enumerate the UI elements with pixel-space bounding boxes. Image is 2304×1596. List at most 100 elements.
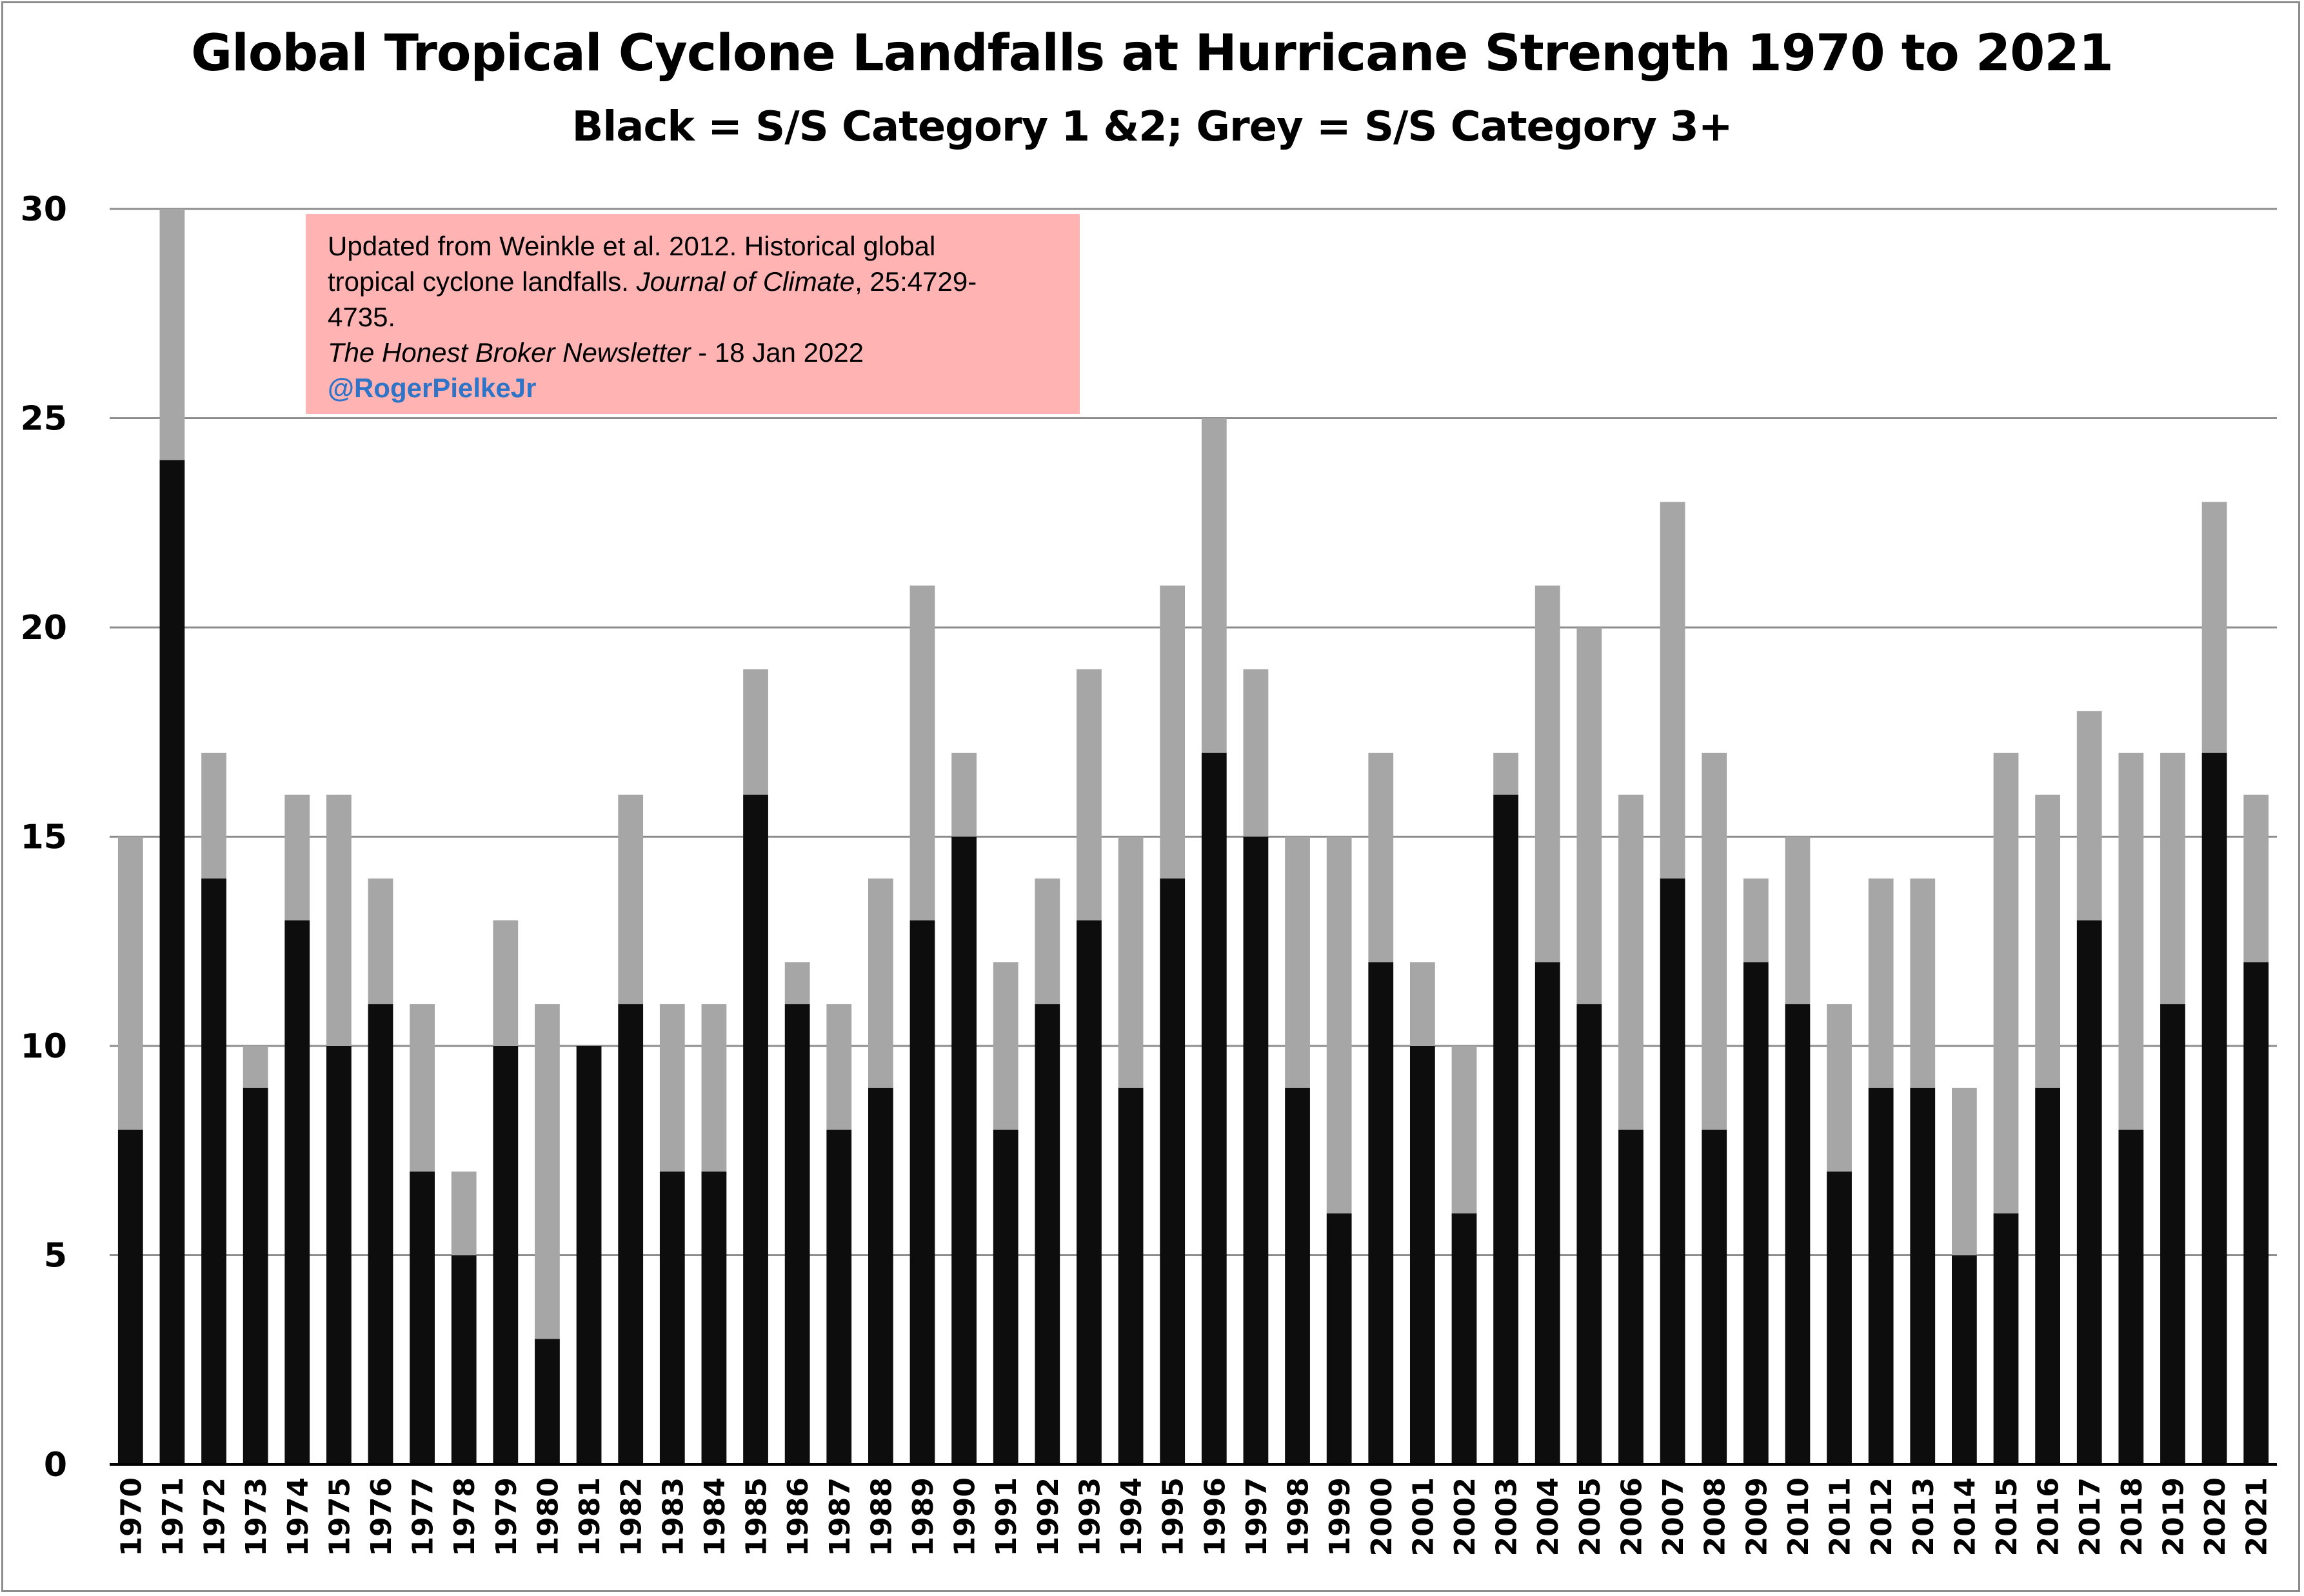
bar-cat12: [576, 1046, 602, 1464]
bar-cat3plus: [1035, 878, 1060, 1005]
x-tick-label: 1982: [615, 1477, 648, 1556]
bar-cat3plus: [451, 1171, 477, 1256]
bar-cat3plus: [1785, 836, 1811, 1005]
x-tick-label: 1980: [531, 1477, 564, 1556]
bar-cat3plus: [201, 753, 226, 879]
x-tick-label: 1976: [365, 1477, 398, 1556]
bar-cat12: [743, 794, 768, 1464]
bar-cat12: [1035, 1004, 1060, 1464]
bar-cat3plus: [1243, 669, 1269, 837]
bar-cat12: [1160, 878, 1186, 1464]
bar-cat3plus: [1201, 418, 1227, 753]
x-tick-label: 1998: [1282, 1477, 1315, 1556]
bar-cat3plus: [284, 794, 310, 921]
bar-cat12: [1618, 1129, 1644, 1464]
bar-cat12: [368, 1004, 393, 1464]
x-tick-label: 2003: [1491, 1477, 1524, 1556]
x-axis: 1970 1971 1972 1973 1974 1975 1976 1977 1978 1979…: [110, 1463, 2277, 1556]
x-tick-label: 2007: [1657, 1477, 1690, 1556]
bar-cat12: [2118, 1129, 2144, 1464]
bar-cat3plus: [1910, 878, 1936, 1088]
x-tick-label: 1987: [824, 1477, 857, 1556]
bar-cat3plus: [1660, 502, 1685, 879]
bar-cat3plus: [868, 878, 893, 1088]
bar-cat12: [1827, 1171, 1852, 1464]
bar-cat3plus: [1743, 878, 1769, 963]
bar-cat12: [1743, 962, 1769, 1464]
x-tick-label: 1978: [448, 1477, 481, 1556]
x-tick-label: 1997: [1240, 1477, 1273, 1556]
y-tick-label: 15: [21, 818, 67, 857]
x-tick-label: 2015: [1991, 1477, 2023, 1556]
bar-cat12: [493, 1046, 519, 1464]
bar-cat3plus: [159, 209, 185, 460]
bar-cat3plus: [1827, 1004, 1852, 1172]
y-tick-label: 20: [21, 609, 67, 647]
bar-cat3plus: [1451, 1046, 1477, 1214]
x-tick-label: 2014: [1949, 1477, 1981, 1556]
note-line-2c: , 25:4729-: [855, 266, 977, 297]
x-tick-label: 1986: [782, 1477, 815, 1556]
bar-cat3plus: [1618, 794, 1644, 1130]
x-tick-label: 2001: [1407, 1477, 1440, 1556]
x-tick-label: 1992: [1032, 1477, 1065, 1556]
bar-cat3plus: [2160, 753, 2185, 1005]
bar-cat12: [243, 1087, 268, 1464]
bar-cat12: [159, 460, 185, 1464]
x-tick-label: 2005: [1574, 1477, 1607, 1556]
bar-cat12: [1410, 1046, 1435, 1464]
x-tick-label: 2019: [2157, 1477, 2190, 1556]
bar-cat12: [868, 1087, 893, 1464]
x-tick-label: 1975: [323, 1477, 356, 1556]
x-tick-label: 2013: [1907, 1477, 1940, 1556]
bar-cat3plus: [2118, 753, 2144, 1130]
bar-cat3plus: [1952, 1087, 1977, 1256]
x-tick-label: 2004: [1532, 1477, 1565, 1556]
bar-cat12: [701, 1171, 727, 1464]
note-line-2a: tropical cyclone landfalls.: [328, 266, 637, 297]
twitter-handle[interactable]: @RogerPielkeJr: [328, 373, 537, 403]
bar-cat3plus: [1534, 586, 1560, 963]
bar-cat12: [535, 1339, 560, 1464]
bar-cat12: [1368, 962, 1394, 1464]
note-date: - 18 Jan 2022: [690, 337, 864, 368]
bar-cat3plus: [410, 1004, 435, 1172]
bar-cat3plus: [2201, 502, 2227, 753]
bar-cat3plus: [1868, 878, 1894, 1088]
x-tick-label: 1971: [157, 1477, 190, 1556]
bar-cat3plus: [1326, 836, 1352, 1214]
x-tick-label: 1994: [1115, 1477, 1148, 1556]
y-tick-label: 30: [21, 190, 67, 229]
bar-cat3plus: [2243, 794, 2269, 963]
bar-cat3plus: [1285, 836, 1310, 1088]
bar-cat12: [993, 1129, 1018, 1464]
x-tick-label: 2006: [1615, 1477, 1648, 1556]
y-tick-label: 25: [21, 400, 67, 438]
bar-cat3plus: [326, 794, 352, 1046]
x-tick-label: 1979: [490, 1477, 523, 1556]
bar-cat12: [1326, 1213, 1352, 1464]
bar-cat12: [284, 920, 310, 1464]
note-journal: Journal of Climate: [636, 266, 855, 297]
x-tick-label: 1981: [573, 1477, 606, 1556]
bar-cat3plus: [493, 920, 519, 1046]
bar-cat12: [909, 920, 935, 1464]
bar-cat3plus: [826, 1004, 852, 1130]
bar-cat3plus: [701, 1004, 727, 1172]
bar-cat3plus: [1493, 753, 1518, 795]
bar-cat3plus: [743, 669, 768, 795]
bar-cat3plus: [784, 962, 810, 1005]
x-tick-label: 1974: [282, 1477, 315, 1556]
bar-cat12: [1576, 1004, 1602, 1464]
x-tick-label: 2017: [2074, 1477, 2107, 1556]
bar-cat12: [2243, 962, 2269, 1464]
y-tick-label: 10: [21, 1027, 67, 1066]
bar-cat12: [1660, 878, 1685, 1464]
bar-cat12: [1243, 836, 1269, 1464]
bar-cat12: [2201, 753, 2227, 1464]
x-tick-label: 2010: [1782, 1477, 1815, 1556]
bar-cat12: [1868, 1087, 1894, 1464]
bar-cat3plus: [243, 1046, 268, 1088]
x-tick-label: 1999: [1324, 1477, 1356, 1556]
